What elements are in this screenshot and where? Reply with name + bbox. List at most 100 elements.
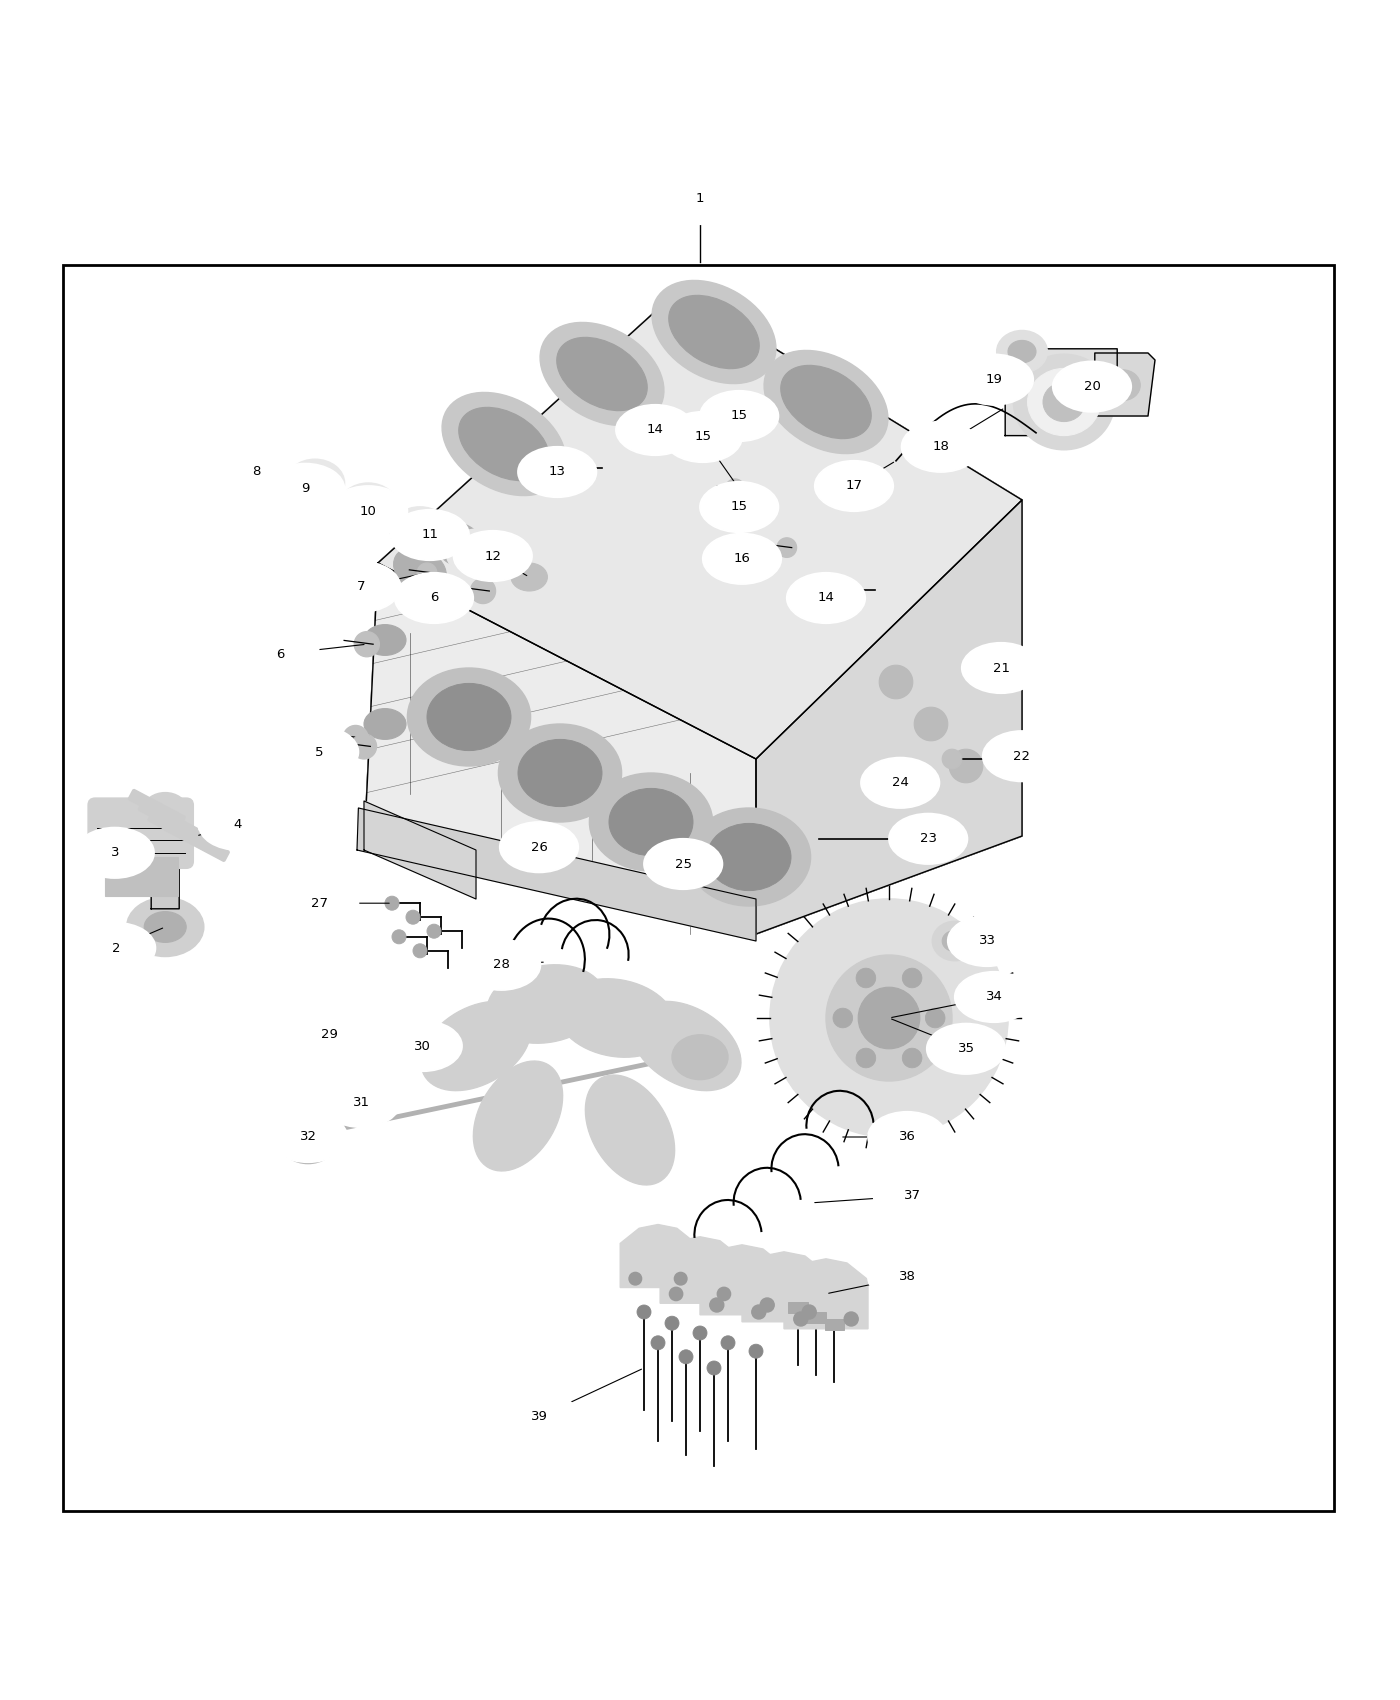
Text: 6: 6 [430, 592, 438, 605]
Circle shape [717, 1287, 731, 1300]
Text: 8: 8 [252, 466, 260, 478]
Circle shape [470, 578, 496, 603]
Circle shape [830, 580, 850, 600]
Ellipse shape [241, 629, 319, 680]
Polygon shape [364, 563, 756, 933]
Ellipse shape [764, 350, 888, 454]
Ellipse shape [498, 724, 622, 823]
Circle shape [385, 896, 399, 910]
Ellipse shape [700, 481, 778, 532]
Ellipse shape [644, 838, 722, 889]
Circle shape [826, 955, 952, 1081]
Ellipse shape [462, 940, 540, 989]
Ellipse shape [962, 643, 1040, 694]
Circle shape [343, 726, 368, 751]
Ellipse shape [948, 916, 1026, 966]
Circle shape [669, 1287, 683, 1300]
Ellipse shape [364, 624, 406, 656]
Text: 2: 2 [112, 942, 120, 954]
Text: 20: 20 [1084, 381, 1100, 393]
Ellipse shape [217, 447, 295, 496]
Text: 36: 36 [899, 1130, 916, 1144]
Ellipse shape [199, 799, 277, 850]
Text: 15: 15 [731, 410, 748, 423]
Text: 25: 25 [675, 857, 692, 870]
Polygon shape [378, 291, 1022, 758]
Circle shape [675, 1272, 687, 1285]
Circle shape [858, 988, 920, 1049]
Circle shape [637, 1306, 651, 1319]
Circle shape [902, 969, 921, 988]
Text: 9: 9 [301, 483, 309, 495]
Text: 31: 31 [353, 1095, 370, 1108]
Ellipse shape [927, 1023, 1005, 1074]
Circle shape [707, 1362, 721, 1375]
Polygon shape [661, 1238, 739, 1304]
Ellipse shape [454, 530, 532, 581]
Ellipse shape [339, 483, 398, 530]
Polygon shape [620, 1224, 696, 1287]
Ellipse shape [669, 296, 759, 369]
Text: 37: 37 [904, 1190, 921, 1202]
Ellipse shape [787, 573, 865, 624]
Ellipse shape [76, 828, 154, 877]
FancyBboxPatch shape [148, 808, 216, 853]
Ellipse shape [297, 469, 333, 496]
Ellipse shape [1008, 340, 1036, 362]
Polygon shape [1095, 354, 1155, 416]
Circle shape [879, 665, 913, 699]
Ellipse shape [861, 758, 939, 808]
Ellipse shape [700, 391, 778, 442]
Text: 14: 14 [647, 423, 664, 437]
Ellipse shape [77, 923, 155, 972]
Polygon shape [151, 808, 179, 910]
Circle shape [651, 1336, 665, 1350]
Ellipse shape [473, 1061, 563, 1171]
Ellipse shape [1053, 362, 1131, 411]
Ellipse shape [364, 709, 406, 740]
Polygon shape [364, 291, 1022, 933]
Bar [63, 265, 1334, 1511]
Ellipse shape [500, 823, 578, 872]
Ellipse shape [518, 447, 596, 496]
Ellipse shape [1043, 382, 1085, 422]
Text: 38: 38 [899, 1270, 916, 1284]
Text: 19: 19 [986, 372, 1002, 386]
Ellipse shape [322, 561, 400, 612]
Ellipse shape [286, 459, 344, 507]
Ellipse shape [540, 323, 664, 425]
Ellipse shape [280, 877, 358, 928]
Ellipse shape [815, 461, 893, 512]
Text: 28: 28 [493, 959, 510, 971]
Circle shape [710, 1299, 724, 1312]
Ellipse shape [487, 964, 605, 1044]
FancyBboxPatch shape [162, 819, 230, 862]
Circle shape [729, 512, 749, 530]
Ellipse shape [433, 522, 486, 568]
Bar [806, 1312, 826, 1323]
Circle shape [351, 734, 377, 758]
Ellipse shape [665, 173, 735, 224]
Text: 7: 7 [357, 580, 365, 593]
Circle shape [679, 1350, 693, 1363]
Ellipse shape [687, 808, 811, 906]
Text: 16: 16 [734, 552, 750, 566]
Polygon shape [756, 500, 1022, 933]
Circle shape [354, 632, 379, 656]
Ellipse shape [983, 731, 1061, 782]
Ellipse shape [932, 921, 977, 960]
FancyBboxPatch shape [139, 801, 197, 838]
Text: 22: 22 [1014, 750, 1030, 763]
Text: 30: 30 [414, 1039, 431, 1052]
Text: 14: 14 [818, 592, 834, 605]
Polygon shape [742, 1251, 826, 1323]
Ellipse shape [703, 534, 781, 585]
Ellipse shape [442, 393, 566, 496]
Ellipse shape [266, 464, 344, 513]
Text: 11: 11 [421, 529, 438, 542]
Circle shape [629, 1272, 641, 1285]
Text: 27: 27 [311, 896, 328, 910]
Ellipse shape [955, 972, 1033, 1022]
Circle shape [802, 1306, 816, 1319]
Circle shape [900, 830, 920, 848]
